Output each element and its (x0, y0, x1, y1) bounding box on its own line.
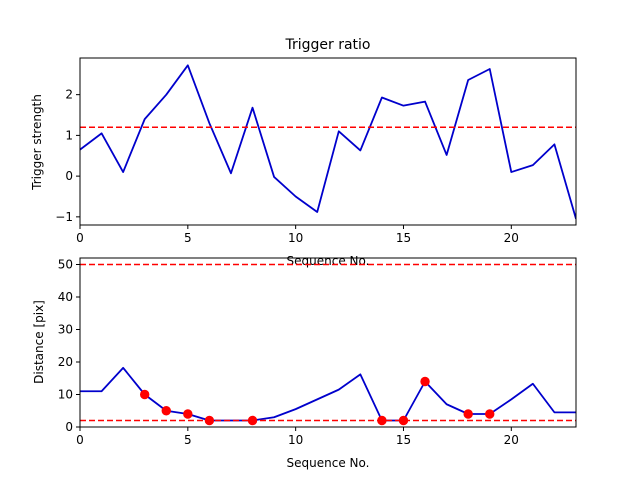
distance-x-axis-label: Sequence No. (287, 456, 370, 470)
trigger-y-tick-label: 0 (65, 169, 73, 183)
distance-y-tick-label: 10 (58, 388, 73, 402)
trigger-x-tick-label: 0 (76, 231, 84, 245)
trigger-ratio-title: Trigger ratio (284, 37, 370, 53)
trigger-y-tick-label: 2 (65, 88, 73, 102)
distance-marker-point (204, 415, 215, 426)
distance-x-tick-label: 15 (396, 433, 411, 447)
distance-y-axis-label: Distance [pix] (32, 300, 46, 384)
distance-axes-frame (79, 257, 577, 428)
trigger-x-tick-label: 10 (288, 231, 303, 245)
distance-y-tick-label: 40 (58, 290, 73, 304)
distance-marker-point (377, 415, 387, 426)
trigger-y-tick-label: −1 (55, 210, 73, 224)
distance-x-tick-label: 10 (288, 433, 303, 447)
distance-marker-point (247, 415, 258, 426)
distance-x-tick-label: 20 (504, 433, 519, 447)
trigger-data-layer (80, 64, 576, 220)
distance-marker-point (161, 406, 171, 416)
trigger-axes-frame (79, 57, 577, 226)
distance-y-tick-label: 20 (58, 355, 73, 369)
distance-marker-point (420, 376, 430, 387)
trigger-x-tick-label: 20 (504, 231, 519, 245)
trigger-x-tick-label: 5 (184, 231, 192, 245)
distance-y-tick-label: 30 (58, 323, 73, 337)
distance-marker-point (139, 389, 150, 400)
distance-plot-area: 0 5 10 15 20 0 10 20 30 40 50 (58, 257, 577, 447)
distance-marker-point (398, 415, 409, 426)
trigger-y-tick-label: 1 (65, 128, 73, 142)
trigger-x-tick-label: 15 (396, 231, 411, 245)
distance-panel: 0 5 10 15 20 0 10 20 30 40 50 Sequence No. Distanc… (32, 257, 577, 470)
trigger-ratio-x-axis-label: Sequence No. (287, 254, 370, 268)
trigger-series-line (80, 64, 576, 220)
trigger-ratio-y-axis-label: Trigger strength (30, 94, 44, 191)
distance-marker-point (485, 409, 495, 419)
distance-y-tick-label: 0 (65, 420, 73, 434)
distance-y-tick-label: 50 (58, 258, 73, 272)
distance-x-tick-label: 5 (184, 433, 192, 447)
distance-marker-point (463, 409, 473, 419)
distance-x-tick-label: 0 (76, 433, 84, 447)
distance-marker-point (183, 409, 193, 419)
